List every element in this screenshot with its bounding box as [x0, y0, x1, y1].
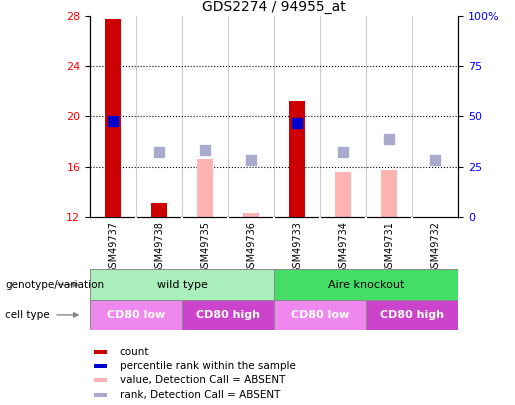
Text: GSM49738: GSM49738	[154, 221, 164, 274]
Text: genotype/variation: genotype/variation	[5, 279, 104, 290]
Point	[109, 118, 117, 125]
Text: rank, Detection Call = ABSENT: rank, Detection Call = ABSENT	[119, 390, 280, 400]
Text: percentile rank within the sample: percentile rank within the sample	[119, 361, 296, 371]
Bar	[90, 300, 182, 330]
Bar	[289, 101, 305, 217]
Text: GSM49736: GSM49736	[246, 221, 256, 274]
Text: GSM49733: GSM49733	[292, 221, 302, 274]
Point	[293, 119, 301, 126]
Text: value, Detection Call = ABSENT: value, Detection Call = ABSENT	[119, 375, 285, 386]
Point	[247, 157, 255, 164]
Text: wild type: wild type	[157, 279, 208, 290]
Bar	[94, 364, 107, 368]
Point	[385, 136, 393, 142]
Bar	[197, 159, 213, 217]
Bar	[335, 172, 351, 217]
Point	[201, 147, 209, 153]
Point	[155, 148, 163, 155]
Text: CD80 low: CD80 low	[291, 310, 349, 320]
Text: CD80 low: CD80 low	[107, 310, 165, 320]
Bar	[105, 19, 121, 217]
Bar	[366, 300, 458, 330]
Bar	[274, 300, 366, 330]
Bar	[274, 269, 458, 300]
Text: GSM49737: GSM49737	[108, 221, 118, 274]
Bar	[94, 393, 107, 396]
Text: count: count	[119, 347, 149, 357]
Text: Aire knockout: Aire knockout	[328, 279, 404, 290]
Bar	[243, 213, 259, 217]
Text: GSM49732: GSM49732	[431, 221, 440, 274]
Text: CD80 high: CD80 high	[380, 310, 444, 320]
Text: GSM49731: GSM49731	[384, 221, 394, 274]
Bar	[94, 378, 107, 382]
Title: GDS2274 / 94955_at: GDS2274 / 94955_at	[202, 0, 346, 14]
Point	[339, 148, 348, 155]
Bar	[94, 350, 107, 354]
Bar	[182, 300, 274, 330]
Point	[431, 157, 439, 164]
Text: CD80 high: CD80 high	[196, 310, 260, 320]
Bar	[381, 171, 398, 217]
Text: cell type: cell type	[5, 310, 50, 320]
Bar	[90, 269, 274, 300]
Text: GSM49734: GSM49734	[338, 221, 348, 274]
Bar	[151, 203, 167, 217]
Text: GSM49735: GSM49735	[200, 221, 210, 274]
